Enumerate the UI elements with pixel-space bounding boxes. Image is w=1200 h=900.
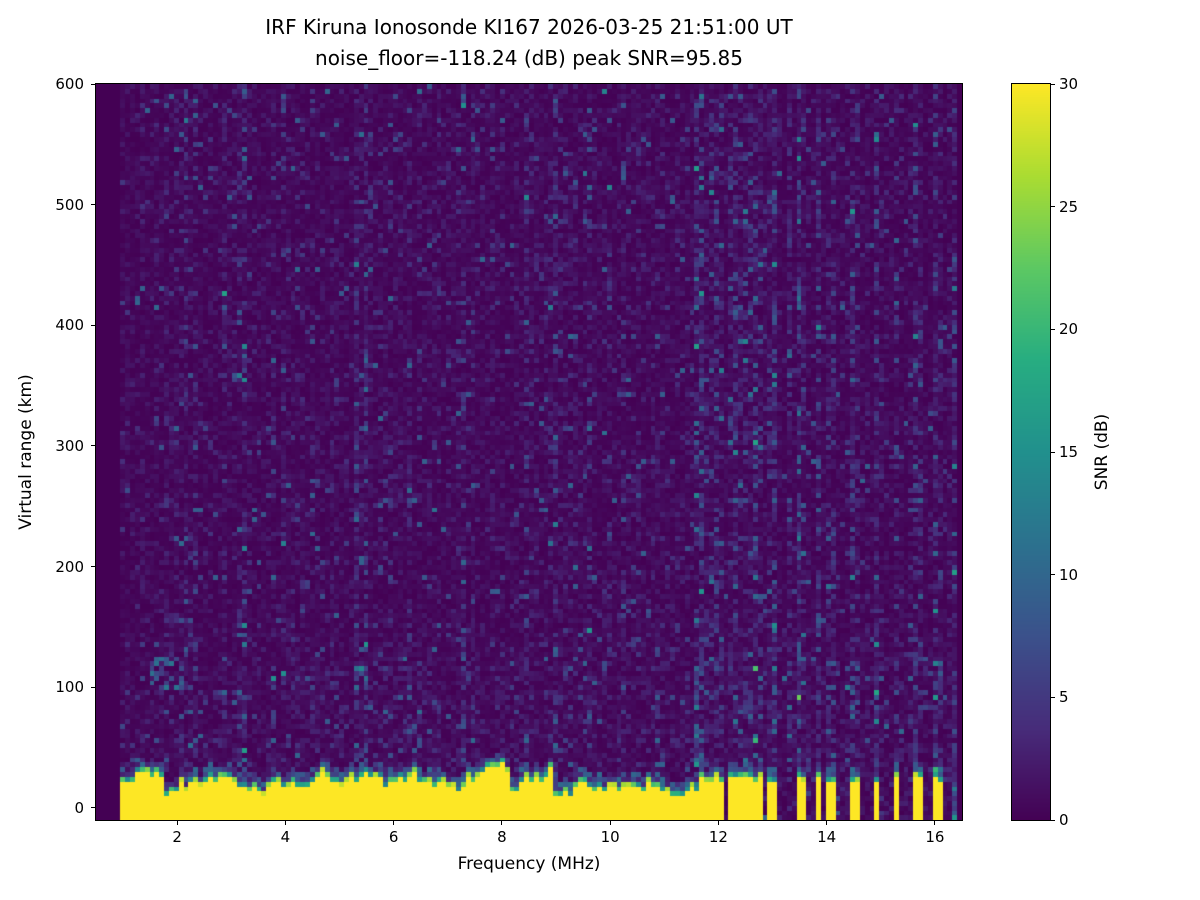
x-tick	[284, 821, 286, 825]
plot-area	[95, 83, 963, 821]
y-tick	[91, 324, 95, 326]
y-tick	[91, 445, 95, 447]
y-tick-label: 0	[74, 798, 84, 817]
colorbar	[1011, 83, 1051, 821]
colorbar-tick	[1051, 206, 1055, 208]
y-tick	[91, 807, 95, 809]
y-axis-label: Virtual range (km)	[16, 374, 36, 530]
y-tick	[91, 686, 95, 688]
chart-title-line2: noise_floor=-118.24 (dB) peak SNR=95.85	[315, 46, 743, 70]
colorbar-canvas	[1012, 84, 1050, 820]
colorbar-tick	[1051, 696, 1055, 698]
x-tick-label: 2	[172, 828, 182, 846]
y-tick	[91, 83, 95, 85]
x-tick	[609, 821, 611, 825]
x-tick-label: 16	[925, 828, 945, 846]
colorbar-tick	[1051, 819, 1055, 821]
y-tick-label: 400	[55, 316, 84, 335]
y-tick	[91, 566, 95, 568]
colorbar-tick-label: 10	[1059, 565, 1079, 584]
x-tick-label: 12	[708, 828, 728, 846]
heatmap-canvas	[96, 84, 962, 820]
colorbar-tick	[1051, 328, 1055, 330]
colorbar-tick-label: 20	[1059, 320, 1079, 339]
x-tick	[934, 821, 936, 825]
x-tick	[501, 821, 503, 825]
x-tick	[826, 821, 828, 825]
x-tick-label: 8	[497, 828, 507, 846]
colorbar-tick	[1051, 83, 1055, 85]
y-tick-label: 600	[55, 75, 84, 93]
colorbar-tick	[1051, 451, 1055, 453]
colorbar-tick-label: 5	[1059, 688, 1069, 707]
x-axis-label: Frequency (MHz)	[457, 854, 601, 874]
colorbar-tick	[1051, 574, 1055, 576]
x-tick	[176, 821, 178, 825]
y-tick-label: 200	[55, 557, 84, 576]
colorbar-tick-label: 0	[1059, 811, 1069, 829]
y-tick-label: 500	[55, 195, 84, 214]
chart-title-line1: IRF Kiruna Ionosonde KI167 2026-03-25 21…	[265, 15, 793, 39]
x-tick-label: 6	[388, 828, 399, 846]
colorbar-tick-label: 30	[1059, 75, 1079, 93]
y-tick	[91, 204, 95, 206]
y-tick-label: 300	[55, 436, 84, 455]
x-tick-label: 14	[817, 828, 837, 846]
x-tick	[717, 821, 719, 825]
y-tick-label: 100	[55, 678, 84, 697]
colorbar-label: SNR (dB)	[1092, 413, 1112, 491]
x-tick-label: 10	[600, 828, 620, 846]
x-tick-label: 4	[280, 828, 291, 846]
colorbar-tick-label: 25	[1059, 197, 1079, 216]
x-tick	[393, 821, 395, 825]
chart-title: IRF Kiruna Ionosonde KI167 2026-03-25 21…	[96, 12, 962, 74]
colorbar-tick-label: 15	[1059, 443, 1079, 461]
